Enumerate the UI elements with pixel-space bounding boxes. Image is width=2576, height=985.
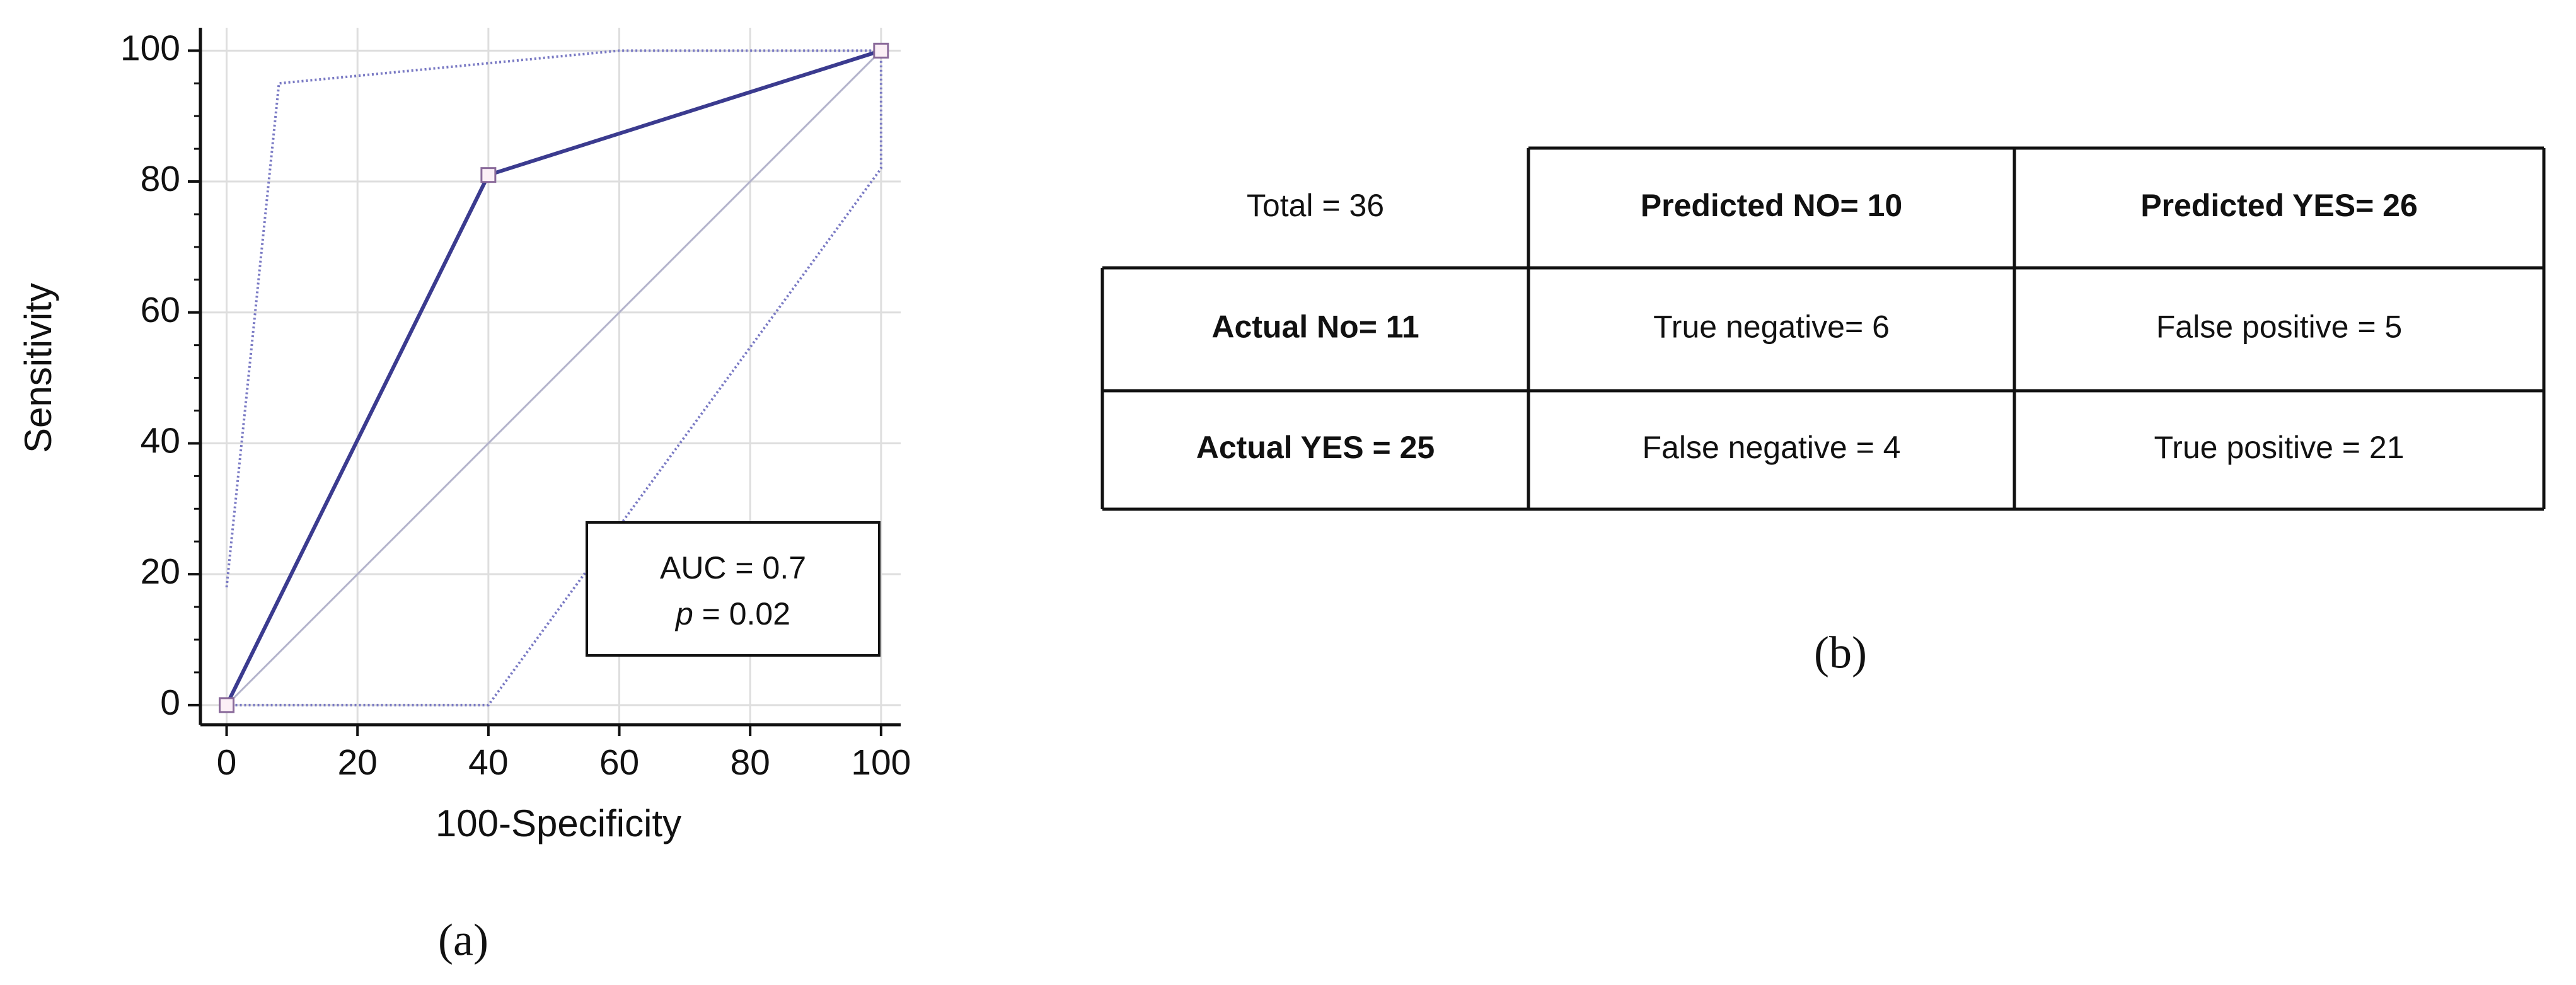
point-marker: [873, 42, 889, 59]
table-cell: Total = 36: [1247, 188, 1384, 223]
x-tick-label: 60: [599, 742, 639, 783]
table-header-cell: Predicted YES= 26: [2140, 188, 2418, 223]
x-tick-label: 0: [217, 742, 237, 783]
y-tick-label: 20: [141, 551, 180, 592]
x-tick-label: 20: [337, 742, 377, 783]
y-tick-label: 40: [141, 421, 180, 461]
x-tick-label: 100: [851, 742, 911, 783]
point-marker: [219, 697, 235, 713]
annotation-p: p = 0.02: [674, 596, 790, 631]
confusion-table: Total = 36 Predicted NO= 10 Predicted YES=…: [1196, 188, 2418, 465]
table-cell: True negative= 6: [1653, 309, 1890, 345]
y-tick-label: 60: [141, 290, 180, 330]
table-cell: False positive = 5: [2156, 309, 2402, 345]
panel-label: (a): [438, 915, 488, 965]
annotation-box: [586, 521, 881, 657]
annotation-auc: AUC = 0.7: [660, 550, 806, 585]
table-header-cell: Actual No= 11: [1211, 309, 1419, 345]
roc-line: [225, 49, 881, 588]
y-tick-label: 0: [160, 683, 180, 723]
x-tick-label: 40: [468, 742, 508, 783]
table-borders: [1100, 146, 2546, 511]
table-cell: False negative = 4: [1643, 430, 1901, 465]
table-cell: True positive = 21: [2154, 430, 2405, 465]
annotation-p-value: = 0.02: [693, 596, 790, 631]
table-header-cell: Actual YES = 25: [1196, 430, 1435, 465]
y-tick-label: 80: [141, 159, 180, 199]
x-tick-label: 80: [730, 742, 770, 783]
y-axis-label: Sensitivity: [17, 283, 59, 453]
table-header-cell: Predicted NO= 10: [1641, 188, 1902, 223]
roc-line: [226, 50, 882, 706]
y-tick-label: 100: [120, 28, 180, 68]
point-marker: [480, 167, 497, 183]
roc-line: [226, 50, 882, 706]
x-axis-label: 100-Specificity: [436, 802, 681, 844]
panel-label: (b): [1814, 628, 1867, 678]
roc-chart: 0 20 40 60 80 100 0 20 40 60 80 100: [120, 28, 911, 783]
annotation-p-symbol: p: [674, 596, 693, 631]
